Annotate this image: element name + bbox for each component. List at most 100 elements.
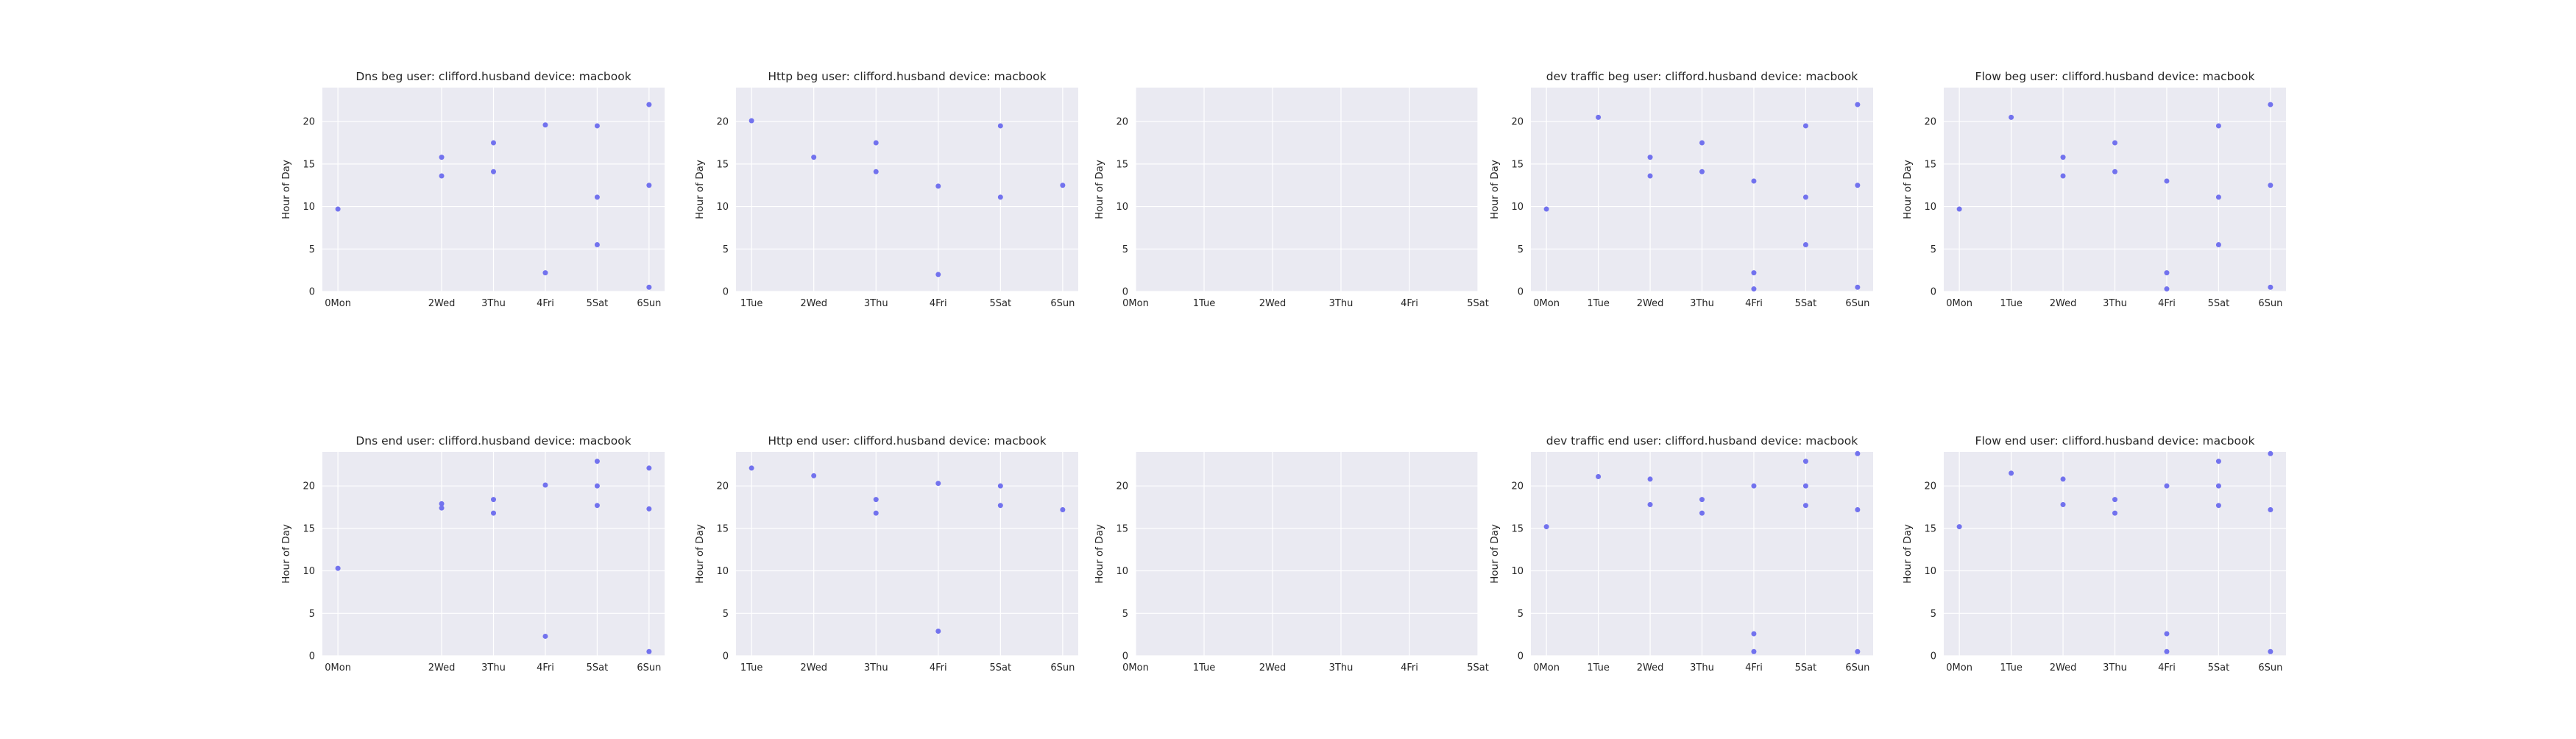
data-point	[2215, 503, 2221, 509]
data-point	[873, 497, 879, 503]
y-tick-label: 5	[1518, 244, 1524, 255]
data-point	[1543, 206, 1549, 212]
x-tick-label: 3Thu	[481, 298, 506, 309]
subplot-title: Dns beg user: clifford.husband device: m…	[355, 70, 631, 83]
data-point	[997, 194, 1003, 200]
x-tick-label: 3Thu	[1690, 298, 1714, 309]
y-tick-label: 15	[1511, 159, 1524, 170]
x-tick-label: 4Fri	[1745, 298, 1763, 309]
data-point	[1647, 173, 1653, 179]
y-axis-label: Hour of Day	[280, 524, 292, 584]
data-point	[1751, 631, 1757, 637]
x-tick-label: 2Wed	[428, 298, 456, 309]
y-tick-label: 20	[716, 117, 729, 128]
y-tick-label: 0	[1122, 287, 1128, 298]
data-point	[2060, 173, 2066, 179]
data-point	[646, 648, 652, 654]
data-point	[439, 501, 445, 506]
data-point	[335, 206, 341, 212]
data-point	[749, 465, 754, 471]
data-point	[1699, 169, 1705, 174]
data-point	[491, 169, 496, 174]
x-tick-label: 5Sat	[587, 662, 609, 673]
data-point	[2215, 483, 2221, 489]
data-point	[811, 473, 817, 478]
x-tick-label: 5Sat	[1795, 662, 1817, 673]
x-tick-label: 0Mon	[1122, 662, 1149, 673]
data-point	[2060, 476, 2066, 482]
y-tick-label: 0	[1931, 651, 1936, 662]
data-point	[997, 503, 1003, 509]
data-point	[1802, 194, 1808, 200]
y-tick-label: 20	[716, 481, 729, 492]
y-tick-label: 15	[1511, 523, 1524, 534]
data-point	[594, 242, 600, 248]
x-tick-label: 3Thu	[1329, 662, 1354, 673]
subplot-5: 0 5 10 15 20 0Mon 1Tue 2Wed 3Thu 4Fri 5Sat 6Sun Flow…	[1902, 70, 2286, 309]
data-point	[1060, 183, 1066, 188]
y-tick-label: 10	[1924, 202, 1936, 213]
x-tick-label: 6Sun	[637, 662, 661, 673]
y-tick-label: 10	[302, 202, 315, 213]
data-point	[2112, 169, 2117, 174]
data-point	[439, 505, 445, 511]
subplot-4: 0 5 10 15 20 0Mon 1Tue 2Wed 3Thu 4Fri 5Sat 6Sun dev …	[1489, 70, 1873, 309]
y-tick-label: 15	[1116, 159, 1128, 170]
data-point	[335, 565, 341, 571]
data-point	[1596, 473, 1602, 479]
plot-area	[736, 88, 1078, 291]
subplot-7: 0 5 10 15 20 1Tue 2Wed 3Thu 4Fri 5Sat 6Sun Http end…	[694, 434, 1078, 673]
x-tick-label: 2Wed	[1637, 298, 1664, 309]
x-tick-label: 1Tue	[1193, 298, 1215, 309]
data-point	[1802, 242, 1808, 248]
data-point	[2215, 123, 2221, 129]
data-point	[491, 510, 496, 516]
x-tick-label: 1Tue	[2000, 298, 2022, 309]
subplot-title: dev traffic end user: clifford.husband d…	[1546, 434, 1858, 448]
y-tick-label: 15	[1924, 159, 1936, 170]
y-tick-label: 10	[302, 566, 315, 577]
x-tick-label: 1Tue	[740, 662, 762, 673]
data-point	[2164, 648, 2170, 654]
data-point	[2112, 140, 2117, 146]
x-tick-label: 6Sun	[1845, 662, 1869, 673]
y-tick-label: 5	[1931, 609, 1936, 620]
data-point	[1956, 206, 1962, 212]
data-point	[594, 194, 600, 200]
y-tick-label: 5	[1122, 609, 1128, 620]
y-tick-label: 5	[1122, 244, 1128, 255]
y-tick-label: 20	[1511, 481, 1524, 492]
plot-area	[1136, 88, 1478, 291]
y-tick-label: 10	[1116, 566, 1128, 577]
data-point	[1699, 497, 1705, 503]
y-tick-label: 0	[1518, 651, 1524, 662]
y-axis-label: Hour of Day	[1489, 524, 1501, 584]
x-tick-label: 4Fri	[537, 298, 554, 309]
y-tick-label: 15	[716, 523, 729, 534]
data-point	[646, 284, 652, 290]
y-tick-label: 0	[309, 651, 315, 662]
data-point	[1751, 270, 1757, 276]
data-point	[2009, 114, 2014, 120]
data-point	[542, 122, 548, 128]
x-tick-label: 3Thu	[2103, 662, 2127, 673]
subplot-8: 0 5 10 15 20 0Mon 1Tue 2Wed 3Thu 4Fri 5Sat Hour of …	[1094, 452, 1489, 673]
y-tick-label: 10	[716, 566, 729, 577]
y-tick-label: 10	[1511, 202, 1524, 213]
data-point	[594, 503, 600, 509]
y-tick-label: 15	[1116, 523, 1128, 534]
x-tick-label: 6Sun	[1050, 298, 1075, 309]
subplot-3: 0 5 10 15 20 0Mon 1Tue 2Wed 3Thu 4Fri 5Sat Hour of …	[1094, 88, 1489, 309]
data-point	[2009, 470, 2014, 476]
data-point	[1647, 476, 1653, 482]
y-axis-label: Hour of Day	[1094, 524, 1105, 584]
x-tick-label: 1Tue	[1587, 298, 1609, 309]
data-point	[1751, 178, 1757, 184]
y-tick-label: 20	[1116, 117, 1128, 128]
data-point	[1543, 524, 1549, 530]
subplot-2: 0 5 10 15 20 1Tue 2Wed 3Thu 4Fri 5Sat 6Sun Http beg…	[694, 70, 1078, 309]
data-point	[1802, 483, 1808, 489]
data-point	[873, 510, 879, 516]
data-point	[2164, 270, 2170, 276]
data-point	[1855, 506, 1861, 512]
